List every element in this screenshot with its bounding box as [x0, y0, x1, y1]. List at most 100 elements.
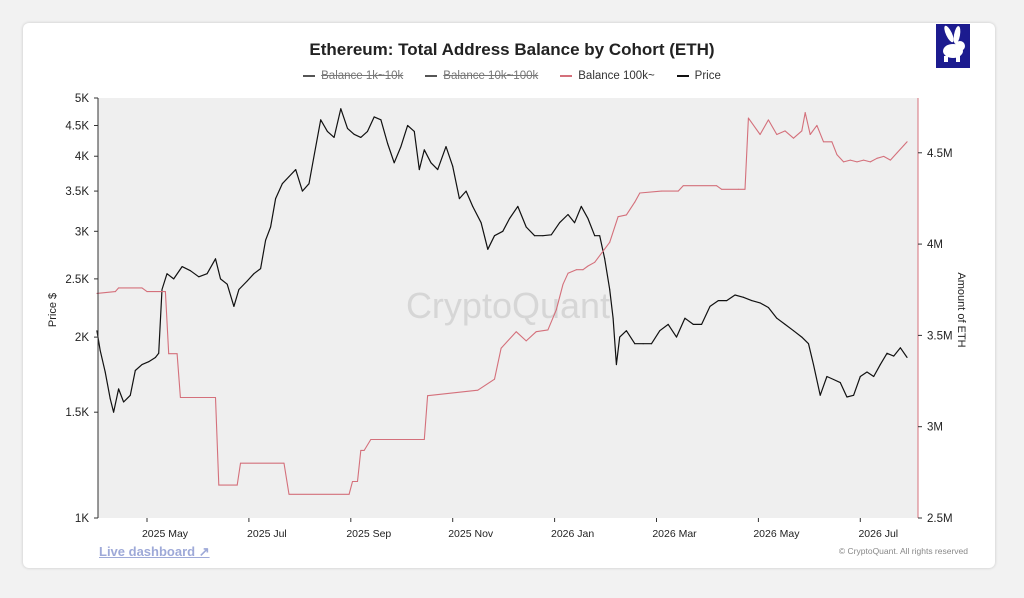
price-point [502, 230, 504, 232]
price-point [472, 205, 474, 207]
y-axis-label-left: Price $ [47, 293, 59, 327]
price-point [413, 130, 415, 132]
price-point [148, 361, 150, 363]
balance-point [784, 130, 786, 132]
price-point [198, 276, 200, 278]
balance-point [494, 378, 495, 380]
price-point [430, 162, 432, 164]
balance-point [176, 353, 178, 355]
price-point [906, 357, 908, 358]
price-point [734, 294, 736, 296]
price-point [308, 183, 310, 185]
y-tick-label-left: 2.5K [65, 274, 89, 286]
price-point [759, 302, 761, 304]
balance-point [427, 395, 429, 397]
balance-point [876, 157, 878, 159]
price-point [767, 307, 769, 308]
price-point [233, 305, 235, 307]
balance-point [863, 159, 865, 161]
balance-point [567, 272, 569, 274]
balance-point [477, 389, 479, 391]
y-tick-label-left: 2K [75, 332, 89, 344]
balance-point [240, 462, 241, 464]
legend-item-balance-1k-10k[interactable]: Balance 1k~10k [303, 70, 403, 82]
y-tick-label-left: 4.5K [65, 120, 89, 132]
price-point [667, 323, 669, 325]
price-point [587, 218, 589, 220]
price-point [220, 278, 221, 280]
legend-item-balance-100k[interactable]: Balance 100k~ [560, 70, 655, 82]
balance-point [716, 185, 718, 187]
price-point [123, 401, 125, 403]
price-point [651, 343, 652, 345]
price-point [899, 347, 901, 349]
price-point [676, 336, 677, 338]
balance-point [889, 159, 891, 161]
live-dashboard-link[interactable]: Live dashboard ↗ [99, 544, 210, 559]
balance-point [357, 481, 358, 482]
balance-point [759, 134, 761, 135]
balance-point [236, 484, 238, 486]
balance-point [582, 269, 584, 271]
price-point [158, 352, 160, 354]
balance-point [535, 331, 537, 333]
price-point [166, 273, 168, 275]
price-point [709, 305, 711, 307]
balance-point [164, 291, 166, 293]
price-point [642, 343, 644, 345]
balance-point [562, 283, 564, 285]
legend-item-price[interactable]: Price [676, 70, 721, 82]
price-point [96, 330, 98, 332]
chart-title: Ethereum: Total Address Balance by Cohor… [309, 40, 715, 59]
y-tick-label-right: 2.5M [927, 513, 953, 525]
price-point [612, 317, 614, 319]
price-point [238, 289, 240, 290]
price-point [288, 176, 290, 178]
balance-point [682, 185, 684, 187]
price-point [487, 248, 489, 250]
price-point [819, 394, 821, 396]
price-point [801, 336, 803, 338]
price-point [104, 371, 106, 373]
price-point [118, 388, 120, 390]
price-point [373, 116, 375, 118]
legend-label: Balance 100k~ [578, 70, 655, 82]
price-point [866, 371, 868, 373]
series-layer [96, 108, 908, 495]
balance-point [801, 130, 803, 132]
balance-point [831, 141, 833, 143]
balance-point [218, 484, 220, 486]
balance-point [515, 331, 517, 333]
balance-point [661, 190, 662, 192]
price-point [625, 330, 627, 332]
x-tick-label: 2025 Jul [247, 528, 287, 540]
price-point [141, 364, 143, 366]
price-point [550, 234, 552, 236]
balance-point [168, 353, 170, 355]
price-point [684, 317, 686, 319]
price-point [380, 119, 382, 121]
price-point [542, 235, 544, 237]
rabbit-icon[interactable] [936, 24, 970, 68]
price-point [295, 169, 297, 171]
watermark: CryptoQuant [406, 285, 610, 326]
balance-point [804, 112, 806, 114]
price-point [301, 190, 303, 192]
legend-item-balance-10k-100k[interactable]: Balance 10k~100k [425, 70, 538, 82]
legend-swatch [425, 75, 438, 77]
price-point [742, 296, 744, 298]
balance-point [594, 261, 596, 263]
balance-point [352, 481, 353, 482]
balance-point [883, 155, 885, 157]
balance-point [348, 493, 350, 495]
balance-point [869, 161, 871, 163]
price-point [458, 198, 460, 200]
price-point [423, 149, 425, 151]
x-tick-label: 2025 Sep [346, 528, 391, 540]
price-point [580, 205, 582, 207]
balance-point [843, 161, 845, 163]
price-point [215, 258, 216, 260]
balance-point [118, 287, 120, 289]
balance-point [856, 161, 858, 163]
